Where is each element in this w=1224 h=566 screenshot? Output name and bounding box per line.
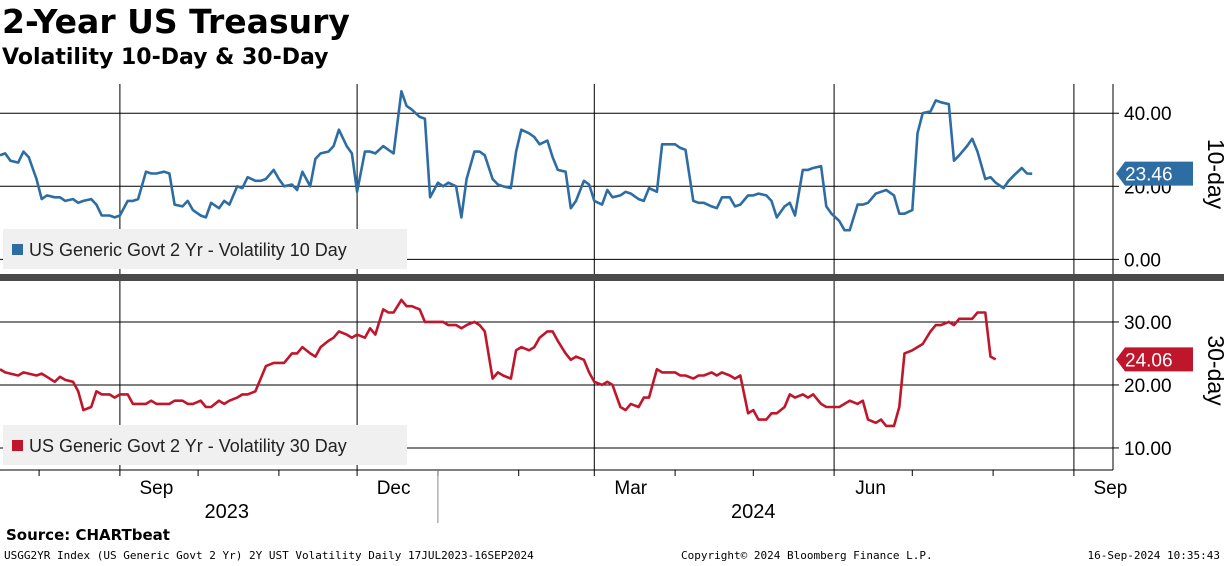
- last-value-label: 23.46: [1125, 165, 1173, 186]
- y-tick-label: 20.00: [1124, 376, 1172, 397]
- timestamp: 16-Sep-2024 10:35:43: [1087, 549, 1220, 562]
- y-tick-label: 10.00: [1124, 439, 1172, 460]
- x-tick-label: Sep: [139, 478, 173, 499]
- last-value-tag: [1116, 347, 1193, 372]
- legend-box: [3, 229, 407, 269]
- source-label: Source: CHARTbeat: [6, 526, 170, 544]
- legend-box: [3, 425, 407, 465]
- legend-label: US Generic Govt 2 Yr - Volatility 10 Day: [29, 240, 347, 260]
- last-value-tag: [1116, 161, 1193, 186]
- copyright: Copyright© 2024 Bloomberg Finance L.P.: [681, 549, 933, 562]
- axis-title: 30-day: [1203, 335, 1224, 406]
- ticker-info: USGG2YR Index (US Generic Govt 2 Yr) 2Y …: [4, 549, 534, 562]
- y-tick-label: 40.00: [1124, 104, 1172, 125]
- x-year-label: 2023: [205, 501, 250, 523]
- chart-subtitle: Volatility 10-Day & 30-Day: [2, 45, 329, 70]
- legend-swatch: [12, 244, 23, 255]
- panel-divider: [0, 274, 1224, 281]
- x-tick-label: Sep: [1093, 478, 1127, 499]
- last-value-label: 24.06: [1125, 350, 1173, 371]
- chart-title: 2-Year US Treasury: [2, 2, 350, 41]
- legend-swatch: [12, 440, 23, 451]
- series-line-30day: [0, 298, 997, 428]
- x-tick-label: Jun: [855, 478, 886, 499]
- legend-layer: US Generic Govt 2 Yr - Volatility 10 Day…: [3, 229, 407, 465]
- y-tick-label: 0.00: [1124, 250, 1161, 271]
- series-line-10day: [0, 90, 1033, 232]
- y-tick-label: 30.00: [1124, 313, 1172, 334]
- x-tick-label: Mar: [614, 478, 647, 499]
- x-tick-label: Dec: [377, 478, 411, 499]
- legend-label: US Generic Govt 2 Yr - Volatility 30 Day: [29, 436, 347, 456]
- series-layer: [0, 90, 1033, 428]
- axis-title: 10-day: [1203, 139, 1224, 210]
- x-year-label: 2024: [731, 501, 776, 523]
